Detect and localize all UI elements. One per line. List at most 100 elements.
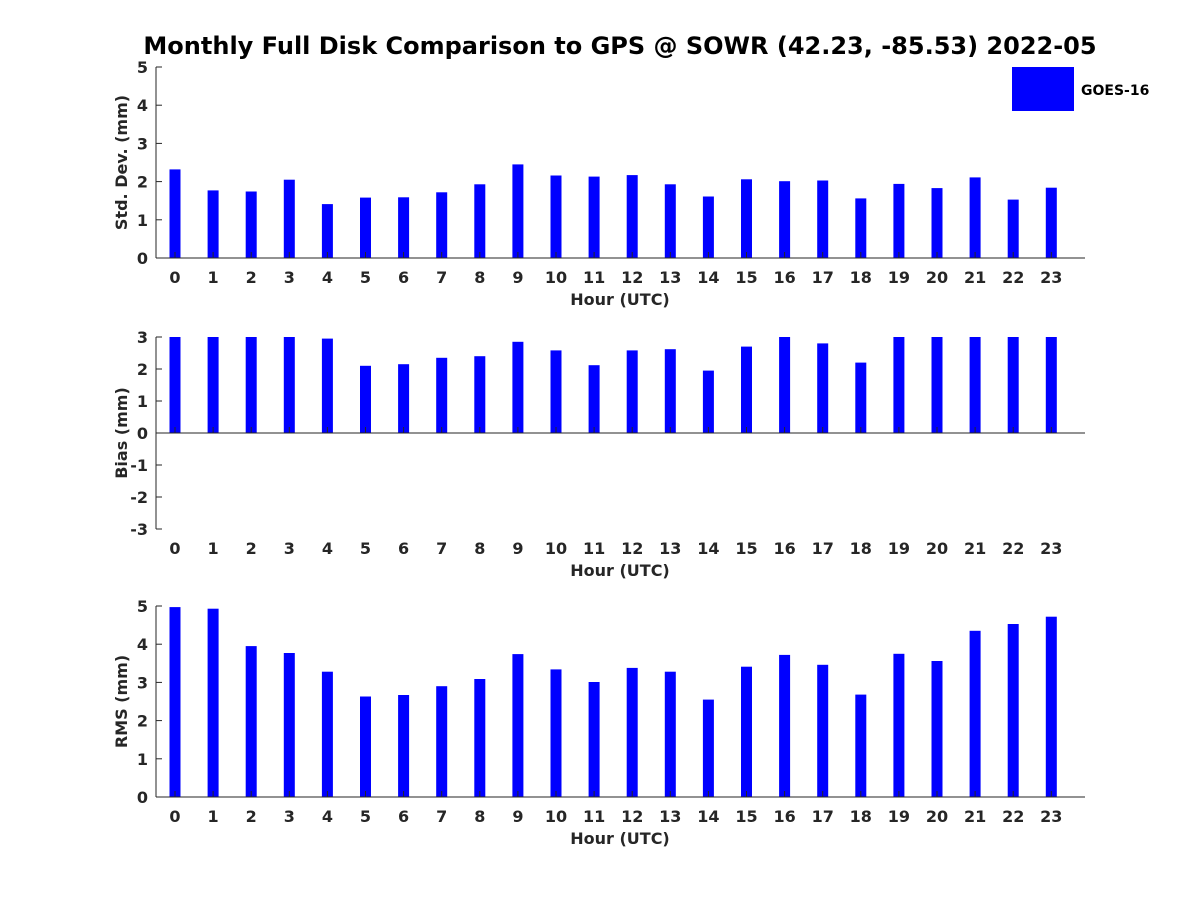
x-tick-label: 3 [284,807,295,826]
x-tick-label: 4 [322,539,333,558]
bar-hour-6 [398,197,410,258]
x-tick-label: 4 [322,268,333,287]
x-tick-label: 7 [436,807,447,826]
bar-hour-22 [1007,337,1019,433]
bar-hour-18 [855,694,867,797]
y-tick-label: 3 [137,328,148,347]
bar-hour-3 [283,337,295,433]
x-tick-label: 10 [545,539,567,558]
x-tick-label: 19 [888,539,910,558]
x-tick-label: 13 [659,539,681,558]
x-tick-label: 21 [964,539,986,558]
x-tick-label: 20 [926,268,948,287]
bar-hour-0 [169,169,181,258]
x-tick-label: 23 [1040,268,1062,287]
x-tick-label: 1 [208,268,219,287]
x-tick-label: 18 [850,807,872,826]
y-tick-label: 1 [137,392,148,411]
bar-hour-10 [550,669,562,797]
bar-hour-4 [321,671,333,797]
bar-hour-14 [702,196,714,258]
x-tick-label: 5 [360,807,371,826]
x-tick-label: 2 [246,807,257,826]
bar-hour-6 [398,695,410,797]
x-tick-label: 20 [926,539,948,558]
y-tick-label: -1 [130,456,148,475]
bar-hour-5 [360,696,371,797]
bar-hour-18 [855,362,867,433]
x-tick-label: 0 [169,807,180,826]
x-tick-label: 15 [735,268,757,287]
y-tick-label: 4 [137,635,148,654]
y-tick-label: 1 [137,750,148,769]
bar-hour-4 [321,204,333,258]
legend-swatch-goes-16 [1012,67,1074,111]
bar-hour-7 [436,686,448,797]
x-tick-label: 0 [169,268,180,287]
x-tick-label: 13 [659,807,681,826]
bar-hour-9 [512,654,524,797]
bar-hour-20 [931,661,943,797]
x-tick-label: 22 [1002,268,1024,287]
bar-hour-7 [436,357,448,433]
bar-hour-10 [550,350,562,433]
bar-hour-6 [398,364,410,433]
y-tick-label: 0 [137,788,148,807]
bar-hour-19 [893,183,905,258]
x-axis-label: Hour (UTC) [570,290,670,309]
y-tick-label: 0 [137,249,148,268]
x-tick-label: 18 [850,539,872,558]
x-tick-label: 21 [964,807,986,826]
x-tick-label: 16 [773,539,795,558]
x-axis-label: Hour (UTC) [570,829,670,848]
bar-hour-2 [245,191,257,258]
bar-hour-19 [893,337,905,433]
x-tick-label: 8 [474,539,485,558]
bar-hour-1 [207,608,219,797]
bar-hour-17 [817,664,829,797]
bar-hour-3 [283,179,295,258]
x-tick-label: 14 [697,807,719,826]
x-tick-label: 16 [773,268,795,287]
x-tick-label: 17 [812,807,834,826]
bar-hour-17 [817,343,829,433]
y-tick-label: 4 [137,96,148,115]
x-tick-label: 4 [322,807,333,826]
y-tick-label: 1 [137,211,148,230]
x-tick-label: 3 [284,268,295,287]
bar-hour-0 [169,607,181,797]
y-axis-label: Std. Dev. (mm) [112,95,131,230]
x-tick-label: 13 [659,268,681,287]
bar-hour-12 [626,667,638,797]
x-tick-label: 12 [621,539,643,558]
x-tick-label: 15 [735,539,757,558]
bar-hour-1 [207,190,219,258]
bar-hour-23 [1045,337,1057,433]
bar-hour-15 [741,346,752,433]
y-tick-label: 3 [137,134,148,153]
x-tick-label: 2 [246,539,257,558]
x-tick-label: 6 [398,268,409,287]
y-tick-label: 2 [137,360,148,379]
bar-hour-2 [245,337,257,433]
bar-hour-17 [817,180,829,258]
bar-hour-13 [664,184,676,258]
x-tick-label: 17 [812,268,834,287]
x-tick-label: 12 [621,807,643,826]
bar-hour-9 [512,164,524,258]
bar-hour-18 [855,198,867,258]
bar-hour-16 [779,181,791,258]
bar-hour-11 [588,176,600,258]
x-tick-label: 17 [812,539,834,558]
x-tick-label: 12 [621,268,643,287]
bar-hour-3 [283,653,295,797]
x-tick-label: 6 [398,539,409,558]
x-tick-label: 16 [773,807,795,826]
bar-hour-9 [512,341,524,433]
bar-hour-13 [664,671,676,797]
x-tick-label: 23 [1040,539,1062,558]
x-tick-label: 8 [474,268,485,287]
